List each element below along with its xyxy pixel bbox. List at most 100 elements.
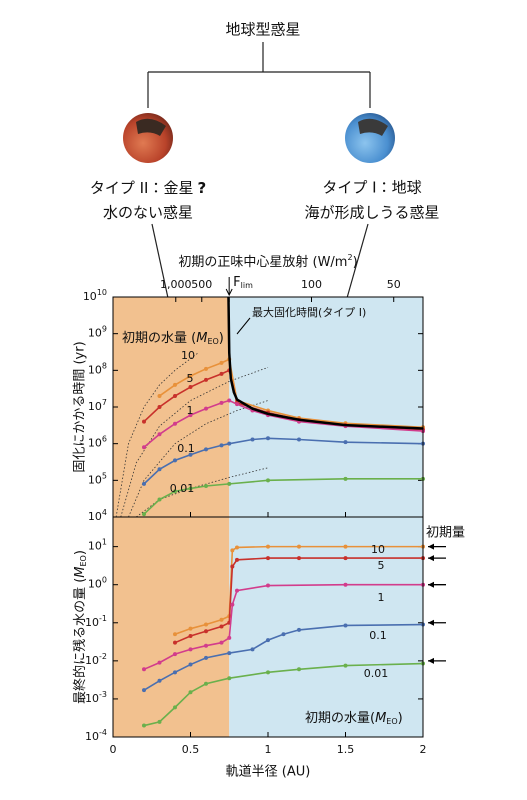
y-tick-label-part: 8 xyxy=(102,361,107,370)
tree-lines xyxy=(147,42,371,299)
point xyxy=(204,484,208,489)
series-line xyxy=(143,662,424,727)
series-label: 1 xyxy=(187,404,194,417)
point xyxy=(157,719,162,724)
point xyxy=(157,432,162,437)
y-tick-label-part: 1 xyxy=(102,537,107,546)
y-tick-label-part: 0 xyxy=(102,575,107,584)
point xyxy=(227,676,232,681)
point xyxy=(157,393,162,398)
annotation-part: EO xyxy=(386,717,397,726)
y-tick-label: 109 xyxy=(88,324,107,340)
point xyxy=(343,440,348,445)
point xyxy=(204,655,208,660)
point xyxy=(188,690,193,695)
leader xyxy=(236,317,251,335)
series-label: 0.1 xyxy=(369,629,387,642)
point xyxy=(227,635,232,640)
point xyxy=(343,556,348,561)
point xyxy=(188,662,193,667)
point xyxy=(343,663,348,668)
y-tick-label: 10-1 xyxy=(85,613,107,629)
series-label: 1 xyxy=(378,591,385,604)
initial-arrowhead xyxy=(428,543,434,550)
point xyxy=(297,556,301,561)
point xyxy=(173,382,177,387)
point xyxy=(219,640,224,645)
point xyxy=(250,437,255,442)
y-tick-label: 10-3 xyxy=(85,689,107,705)
x2-tick-label: 100 xyxy=(301,278,322,291)
initial-arrowhead xyxy=(428,619,434,626)
series-label: 0.01 xyxy=(364,667,389,680)
y-tick-label-part: 10 xyxy=(88,578,102,591)
y-tick-label-part: 7 xyxy=(102,398,107,407)
point xyxy=(204,447,208,452)
point xyxy=(297,627,301,632)
x2-tick-label: Flim xyxy=(233,275,253,290)
annotation: 初期の水量 (MEO) xyxy=(122,330,224,346)
point xyxy=(157,660,162,665)
y-tick-label-part: 10 xyxy=(97,288,107,297)
point xyxy=(188,413,193,418)
point xyxy=(343,476,348,481)
y-tick-label: 10-2 xyxy=(85,651,107,667)
x2-axis-title-part: 初期の正味中心星放射 (W/m xyxy=(178,254,347,270)
left-type: タイプ II：金星? xyxy=(90,179,206,197)
y-axis-title-part: M xyxy=(73,567,88,578)
y-tick-label: 104 xyxy=(88,508,107,524)
y-tick-label: 10-4 xyxy=(85,728,107,744)
point xyxy=(266,556,270,561)
point xyxy=(297,437,301,442)
point xyxy=(227,441,232,446)
left-mark: ? xyxy=(197,179,206,197)
initial-arrowhead xyxy=(428,581,434,588)
x-tick-label: 1 xyxy=(265,743,272,756)
point xyxy=(173,393,177,398)
series-label: 0.01 xyxy=(170,482,195,495)
point xyxy=(219,443,224,448)
x2-tick-label: 500 xyxy=(191,278,212,291)
point xyxy=(227,481,232,486)
y-tick-label-part: 10 xyxy=(88,327,102,340)
point xyxy=(266,478,270,483)
y-axis-title: 固化にかかる時間 (yr) xyxy=(73,341,88,472)
point xyxy=(266,670,270,675)
y-tick-label-part: -2 xyxy=(99,651,107,660)
point xyxy=(188,452,193,457)
series-label: 10 xyxy=(371,543,385,556)
point xyxy=(188,626,193,631)
point xyxy=(204,681,208,686)
x-axis-title: 軌道半径 (AU) xyxy=(226,764,311,780)
annotation-part: 初期の水量 ( xyxy=(122,330,196,346)
y-tick-label-part: 10 xyxy=(88,540,102,553)
y-tick-label: 100 xyxy=(88,575,107,591)
y-tick-label: 1010 xyxy=(83,288,107,304)
point xyxy=(281,632,286,637)
y-axis-title-part: EO xyxy=(79,555,88,566)
initial-arrowhead xyxy=(428,657,434,664)
point xyxy=(297,667,301,672)
point xyxy=(219,400,224,405)
series-line xyxy=(143,623,424,691)
guide-line xyxy=(120,367,269,518)
flim-arrowhead xyxy=(225,288,233,297)
x2-tick-label: 1,000 xyxy=(160,278,192,291)
left-label: タイプ II：金星 xyxy=(90,179,194,197)
point xyxy=(219,617,224,622)
y-tick-label: 107 xyxy=(88,398,107,414)
annotation-part: M xyxy=(375,711,386,726)
y-tick-label-part: 10 xyxy=(85,616,99,629)
point xyxy=(204,366,208,371)
y-tick-label-part: 4 xyxy=(102,508,107,517)
point xyxy=(343,582,348,587)
point xyxy=(142,688,146,693)
point xyxy=(204,377,208,382)
point xyxy=(266,544,270,549)
point xyxy=(188,385,193,390)
point xyxy=(235,557,239,562)
point xyxy=(204,406,208,411)
y-tick-label-part: 6 xyxy=(102,434,107,443)
point xyxy=(142,481,146,486)
